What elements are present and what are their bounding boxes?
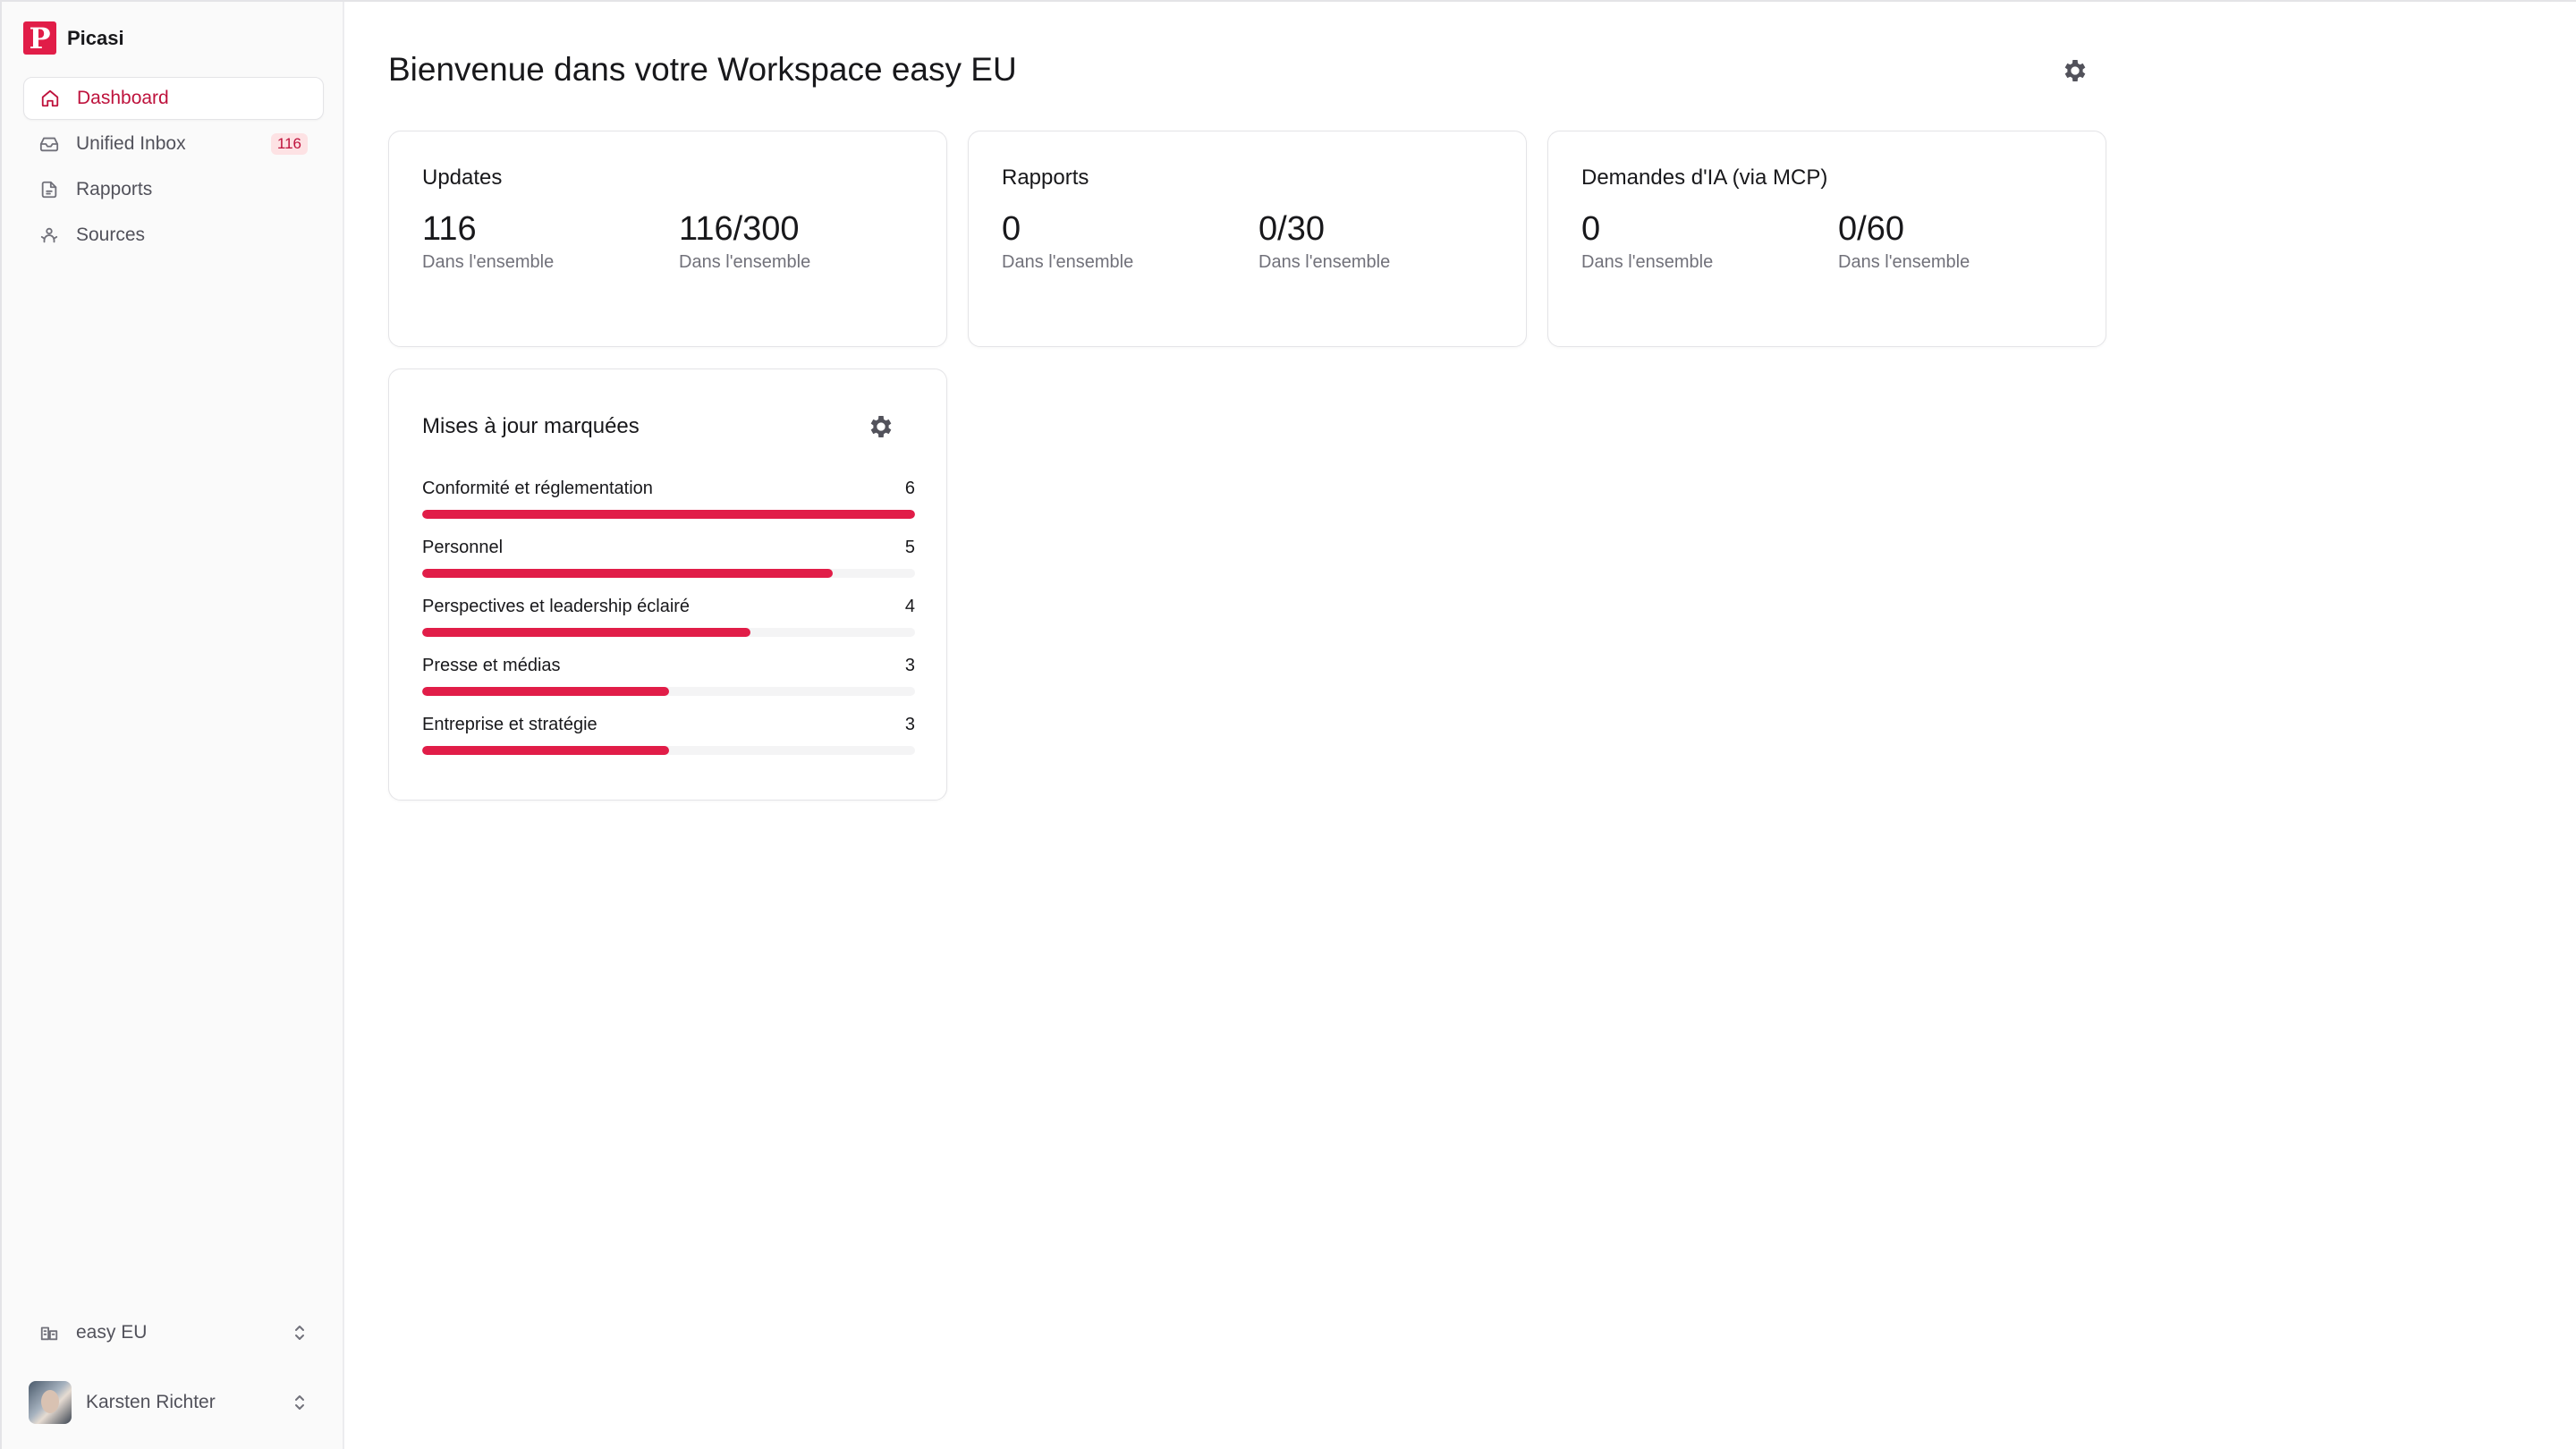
tag-bar-track	[422, 569, 915, 578]
card-updates: Updates 116 Dans l'ensemble 116/300 Dans…	[388, 131, 947, 347]
stat-value: 0/60	[1838, 210, 1904, 248]
stat-total: 116 Dans l'ensemble	[422, 210, 554, 273]
sidebar-item-sources[interactable]: Sources	[23, 214, 324, 257]
tag-row[interactable]: Presse et médias 3	[422, 656, 915, 696]
stat-label: Dans l'ensemble	[679, 252, 811, 272]
card-rapports: Rapports 0 Dans l'ensemble 0/30 Dans l'e…	[968, 131, 1527, 347]
tag-bar-track	[422, 510, 915, 519]
tag-count: 3	[904, 656, 915, 675]
sources-icon	[39, 225, 59, 245]
brand-logo-icon: P	[23, 21, 56, 55]
tag-count: 5	[904, 538, 915, 557]
tag-label: Presse et médias	[422, 656, 561, 675]
tag-bar-fill	[422, 687, 669, 696]
tag-bar-track	[422, 746, 915, 755]
stat-value: 0/30	[1258, 210, 1325, 248]
settings-gear-icon[interactable]	[2061, 56, 2089, 85]
brand-name: Picasi	[67, 26, 124, 49]
tag-label: Entreprise et stratégie	[422, 715, 597, 734]
stat-total: 0 Dans l'ensemble	[1581, 210, 1713, 273]
sidebar-item-label: Dashboard	[77, 88, 169, 108]
building-icon	[39, 1323, 59, 1343]
sidebar-item-dashboard[interactable]: Dashboard	[23, 77, 324, 120]
stat-value: 116/300	[679, 210, 800, 248]
sidebar-item-label: Unified Inbox	[76, 133, 186, 154]
tag-count: 6	[904, 479, 915, 498]
sidebar-item-label: Rapports	[76, 179, 153, 199]
tag-row[interactable]: Conformité et réglementation 6	[422, 479, 915, 519]
card-ai-requests: Demandes d'IA (via MCP) 0 Dans l'ensembl…	[1547, 131, 2106, 347]
workspace-name: easy EU	[76, 1322, 148, 1343]
tag-count: 3	[904, 715, 915, 734]
stat-value: 116	[422, 210, 477, 248]
inbox-icon	[39, 134, 59, 154]
stat-quota: 116/300 Dans l'ensemble	[679, 210, 810, 273]
inbox-count-badge: 116	[270, 133, 308, 155]
tag-bar-fill	[422, 569, 834, 578]
stat-total: 0 Dans l'ensemble	[1002, 210, 1133, 273]
document-icon	[39, 180, 59, 199]
stat-label: Dans l'ensemble	[1838, 252, 1970, 272]
tag-row[interactable]: Perspectives et leadership éclairé 4	[422, 597, 915, 637]
card-title: Updates	[422, 165, 503, 190]
tag-label: Conformité et réglementation	[422, 479, 653, 498]
tag-bar-track	[422, 687, 915, 696]
sidebar-nav: Dashboard Unified Inbox 116 Rapports So	[23, 77, 324, 259]
chevrons-up-down-icon	[295, 1395, 304, 1410]
card-title: Rapports	[1002, 165, 1089, 190]
sidebar-item-label: Sources	[76, 225, 146, 245]
home-icon	[40, 89, 60, 108]
card-title: Demandes d'IA (via MCP)	[1581, 165, 1828, 190]
brand[interactable]: P Picasi	[23, 21, 124, 55]
stat-label: Dans l'ensemble	[1258, 252, 1391, 272]
avatar	[29, 1381, 72, 1424]
user-name: Karsten Richter	[86, 1392, 216, 1412]
tag-bar-fill	[422, 628, 751, 637]
workspace-switcher[interactable]: easy EU	[23, 1311, 324, 1354]
stat-quota: 0/30 Dans l'ensemble	[1258, 210, 1390, 273]
sidebar-item-rapports[interactable]: Rapports	[23, 168, 324, 211]
main-content: Bienvenue dans votre Workspace easy EU U…	[344, 2, 2576, 1449]
stat-value: 0	[1581, 210, 1601, 248]
card-title: Mises à jour marquées	[422, 414, 640, 438]
tag-label: Perspectives et leadership éclairé	[422, 597, 691, 616]
tag-row[interactable]: Personnel 5	[422, 538, 915, 578]
settings-gear-icon[interactable]	[867, 412, 895, 441]
user-menu[interactable]: Karsten Richter	[23, 1377, 324, 1428]
stat-quota: 0/60 Dans l'ensemble	[1838, 210, 1970, 273]
stat-label: Dans l'ensemble	[422, 252, 555, 272]
stat-label: Dans l'ensemble	[1581, 252, 1714, 272]
chevrons-up-down-icon	[295, 1326, 304, 1340]
stat-label: Dans l'ensemble	[1002, 252, 1134, 272]
stat-value: 0	[1002, 210, 1021, 248]
card-tagged-updates: Mises à jour marquées Conformité et régl…	[388, 369, 947, 801]
tag-bar-fill	[422, 746, 669, 755]
tag-row[interactable]: Entreprise et stratégie 3	[422, 715, 915, 755]
page-title: Bienvenue dans votre Workspace easy EU	[388, 51, 1017, 88]
tag-bar-fill	[422, 510, 915, 519]
tag-label: Personnel	[422, 538, 504, 557]
tag-count: 4	[904, 597, 915, 616]
sidebar-item-unified-inbox[interactable]: Unified Inbox 116	[23, 123, 324, 165]
sidebar: P Picasi Dashboard Unified Inbox 116	[2, 2, 344, 1449]
tag-bar-track	[422, 628, 915, 637]
